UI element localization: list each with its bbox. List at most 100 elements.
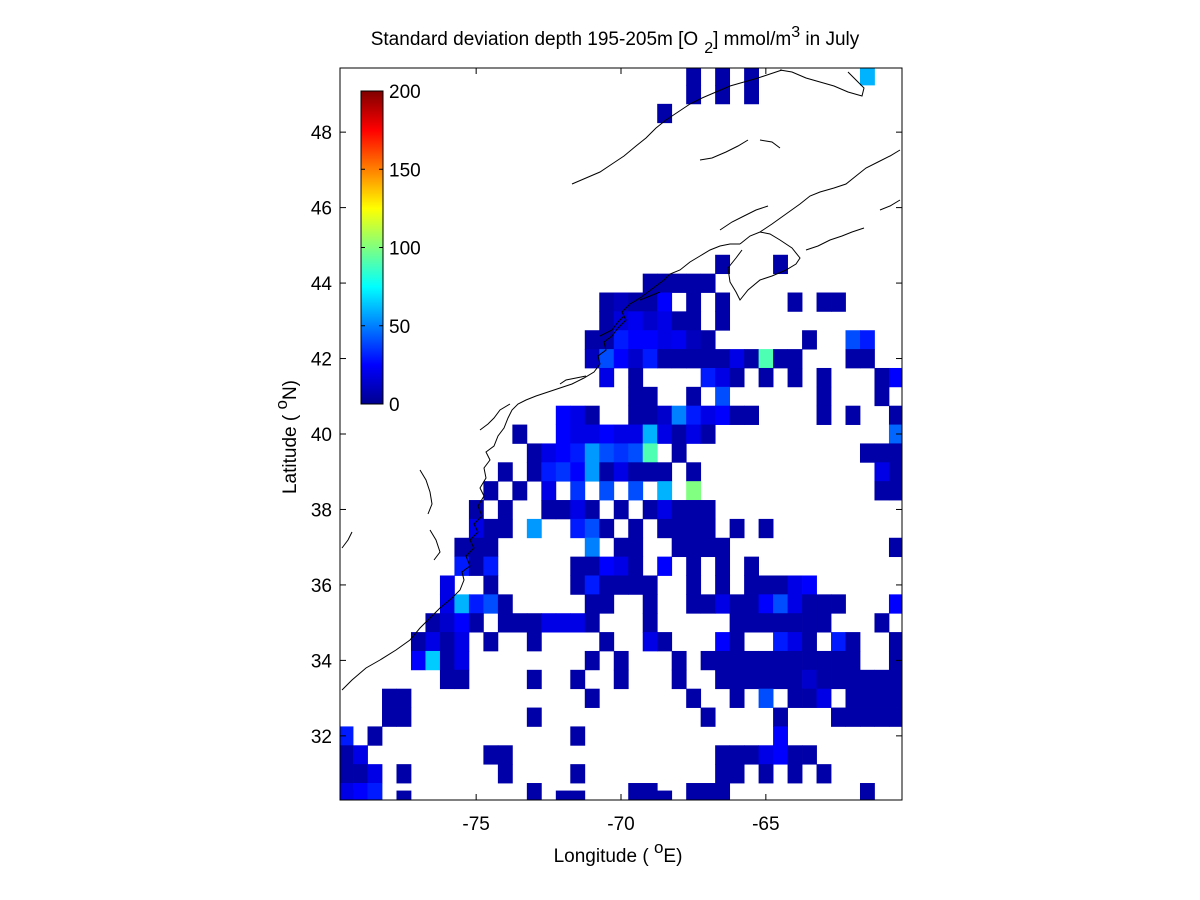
- figure-title: Standard deviation depth 195-205m [O 2] m…: [371, 24, 860, 57]
- data-cell: [584, 537, 600, 558]
- data-cell: [671, 650, 687, 671]
- data-cell: [599, 292, 615, 312]
- data-cell: [729, 688, 745, 708]
- data-cell: [671, 424, 687, 444]
- data-cell: [599, 632, 615, 652]
- data-cell: [787, 669, 803, 690]
- data-cell: [816, 405, 832, 425]
- data-cell: [599, 481, 615, 501]
- data-cell: [845, 669, 861, 690]
- y-tick-label: 34: [311, 651, 333, 672]
- data-cell: [686, 386, 702, 407]
- data-cell: [555, 405, 571, 425]
- data-cell: [715, 311, 731, 331]
- data-cell: [859, 688, 875, 708]
- data-cell: [526, 613, 542, 633]
- data-cell: [686, 311, 702, 331]
- data-cell: [497, 500, 513, 520]
- data-cell: [729, 650, 745, 671]
- data-cell: [642, 500, 658, 520]
- data-cell: [773, 745, 788, 765]
- data-cell: [845, 688, 861, 708]
- data-cell: [831, 632, 846, 652]
- data-cell: [483, 575, 499, 595]
- data-cell: [816, 367, 832, 388]
- data-cell: [729, 518, 745, 539]
- data-cell: [671, 405, 687, 425]
- data-cell: [570, 556, 586, 576]
- data-cell: [555, 500, 571, 520]
- data-cell: [570, 481, 586, 501]
- data-cell: [686, 575, 702, 595]
- data-cell: [584, 556, 600, 576]
- data-cell: [570, 462, 586, 482]
- data-cell: [686, 349, 702, 369]
- data-cell: [584, 424, 600, 444]
- data-cell: [787, 575, 803, 595]
- data-cell: [497, 518, 513, 539]
- data-cell: [715, 632, 731, 652]
- data-cell: [657, 462, 673, 482]
- data-cell: [657, 273, 673, 293]
- data-cell: [454, 613, 470, 633]
- data-cell: [613, 330, 629, 350]
- data-cell: [874, 386, 890, 407]
- data-cell: [744, 84, 759, 105]
- data-cell: [570, 424, 586, 444]
- data-cell: [845, 650, 861, 671]
- colorbar-tick-label: 150: [389, 160, 421, 181]
- title-subscript: 2: [704, 40, 713, 57]
- data-cell: [671, 518, 687, 539]
- data-cell: [512, 481, 528, 501]
- data-cell: [787, 292, 803, 312]
- data-cell: [758, 518, 774, 539]
- title-main: Standard deviation depth 195-205m [O: [371, 29, 698, 50]
- data-cell: [874, 367, 890, 388]
- data-cell: [816, 688, 832, 708]
- data-cell: [744, 575, 759, 595]
- data-cell: [454, 669, 470, 690]
- data-cell: [483, 556, 499, 576]
- data-cell: [584, 330, 600, 350]
- data-cell: [483, 594, 499, 614]
- colorbar-ticks: 0 50 100 150 200: [361, 82, 421, 416]
- data-cell: [657, 292, 673, 312]
- data-cell: [468, 613, 484, 633]
- data-cell: [439, 632, 455, 652]
- data-cell: [700, 537, 716, 558]
- data-cell: [468, 556, 484, 576]
- data-cell: [367, 783, 383, 800]
- data-cell: [888, 688, 902, 708]
- data-cell: [396, 707, 412, 727]
- data-cell: [773, 254, 788, 275]
- data-cell: [555, 424, 571, 444]
- data-cell: [845, 330, 861, 350]
- data-cell: [744, 613, 759, 633]
- data-cell: [657, 500, 673, 520]
- data-cell: [526, 632, 542, 652]
- data-cell: [599, 462, 615, 482]
- data-cell: [874, 613, 890, 633]
- data-cell: [686, 783, 702, 800]
- data-cell: [802, 330, 817, 350]
- data-cell: [758, 650, 774, 671]
- data-cell: [729, 764, 745, 784]
- data-cell: [642, 405, 658, 425]
- data-cell: [541, 500, 557, 520]
- data-cell: [613, 500, 629, 520]
- data-cell: [613, 669, 629, 690]
- coastline: [341, 69, 901, 691]
- colorbar-tick-label: 0: [389, 395, 400, 416]
- data-cell: [715, 556, 731, 576]
- data-cell: [454, 650, 470, 671]
- data-cell: [396, 688, 412, 708]
- data-cell: [671, 669, 687, 690]
- data-cell: [888, 443, 902, 463]
- data-cell: [584, 688, 600, 708]
- data-cell: [888, 481, 902, 501]
- data-cell: [526, 707, 542, 727]
- data-cell: [599, 367, 615, 388]
- data-cell: [888, 462, 902, 482]
- data-cell: [642, 594, 658, 614]
